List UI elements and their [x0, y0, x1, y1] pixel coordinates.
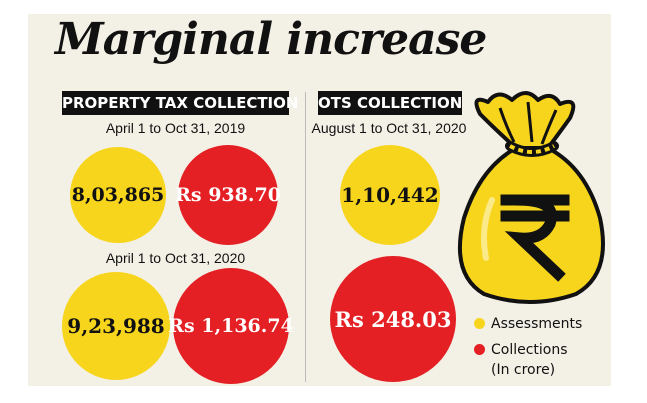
assessments-bubble-2019: 8,03,865 — [70, 147, 166, 243]
legend-collections: Collections — [474, 342, 568, 358]
legend-assessments-dot — [474, 318, 485, 329]
property-tax-date-2019: April 1 to Oct 31, 2019 — [105, 120, 246, 136]
legend-collections-unit: (In crore) — [491, 362, 556, 378]
page-title: Marginal increase — [55, 14, 487, 65]
collections-bubble-2020: Rs 1,136.74 — [168, 268, 294, 384]
section-divider — [305, 92, 306, 382]
collections-bubble-2019: Rs 938.70 — [175, 145, 281, 245]
legend-collections-dot — [474, 344, 485, 355]
ots-assessments-bubble: 1,10,442 — [340, 145, 440, 245]
assessments-bubble-2020: 9,23,988 — [62, 272, 170, 380]
legend-assessments: Assessments — [474, 316, 582, 332]
ots-collections-bubble: Rs 248.03 — [330, 256, 456, 382]
property-tax-date-2020: April 1 to Oct 31, 2020 — [105, 250, 246, 266]
legend-collections-label: Collections — [491, 342, 568, 358]
legend-assessments-label: Assessments — [491, 316, 583, 332]
property-tax-header: PROPERTY TAX COLLECTION — [62, 91, 298, 115]
ots-header: OTS COLLECTION — [318, 91, 462, 115]
ots-date: August 1 to Oct 31, 2020 — [311, 120, 467, 136]
money-bag-rupee-icon — [457, 91, 605, 304]
